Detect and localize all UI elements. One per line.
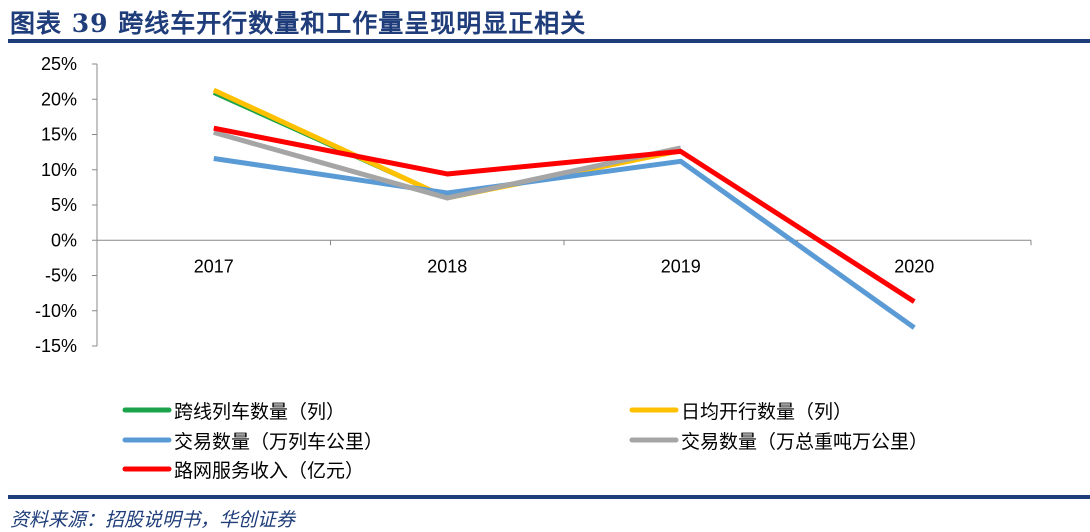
- y-tick-label: 20%: [41, 89, 77, 109]
- legend-label: 跨线列车数量（列）: [174, 401, 345, 423]
- y-tick-label: -15%: [35, 336, 77, 356]
- y-tick-label: -10%: [35, 301, 77, 321]
- y-tick-label: 5%: [51, 195, 77, 215]
- y-tick-label: -5%: [45, 266, 77, 286]
- source-note: 资料来源：招股说明书，华创证券: [10, 505, 295, 532]
- footer-divider: [8, 495, 1090, 499]
- y-tick-label: 25%: [41, 54, 77, 74]
- y-tick-label: 15%: [41, 125, 77, 145]
- legend-label: 交易数量（万列车公里）: [174, 431, 383, 453]
- x-tick-label: 2019: [661, 256, 701, 276]
- legend-label: 路网服务收入（亿元）: [174, 460, 364, 482]
- series-line-5: [214, 128, 915, 301]
- x-tick-label: 2018: [427, 256, 467, 276]
- legend-label: 日均开行数量（列）: [681, 401, 852, 423]
- x-tick-label: 2017: [194, 256, 234, 276]
- legend-label: 交易数量（万总重吨万公里）: [681, 431, 928, 453]
- x-tick-label: 2020: [894, 256, 934, 276]
- y-tick-label: 0%: [51, 230, 77, 250]
- series-line-1: [214, 93, 681, 198]
- y-tick-label: 10%: [41, 160, 77, 180]
